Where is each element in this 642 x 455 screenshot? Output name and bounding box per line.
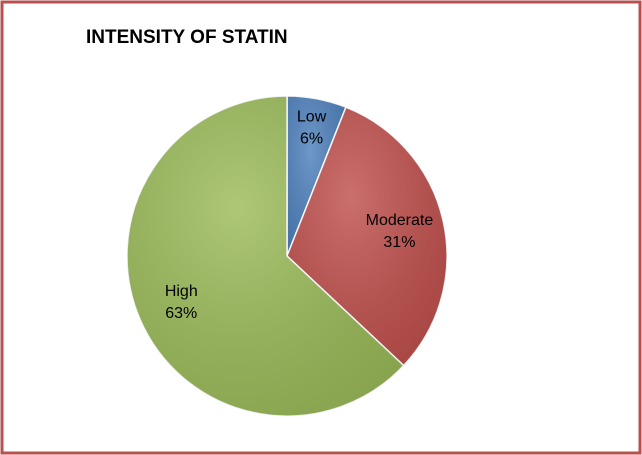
- value-label: 6%: [300, 130, 323, 147]
- category-label: High: [165, 283, 198, 300]
- category-label: Moderate: [366, 212, 434, 229]
- value-label: 63%: [165, 305, 197, 322]
- chart-title: INTENSITY OF STATIN: [86, 27, 288, 48]
- data-labels: Low 6% Moderate 31% High 63%: [165, 108, 434, 322]
- category-label: Low: [297, 108, 327, 125]
- value-label: 31%: [383, 234, 415, 251]
- pie: [126, 95, 448, 417]
